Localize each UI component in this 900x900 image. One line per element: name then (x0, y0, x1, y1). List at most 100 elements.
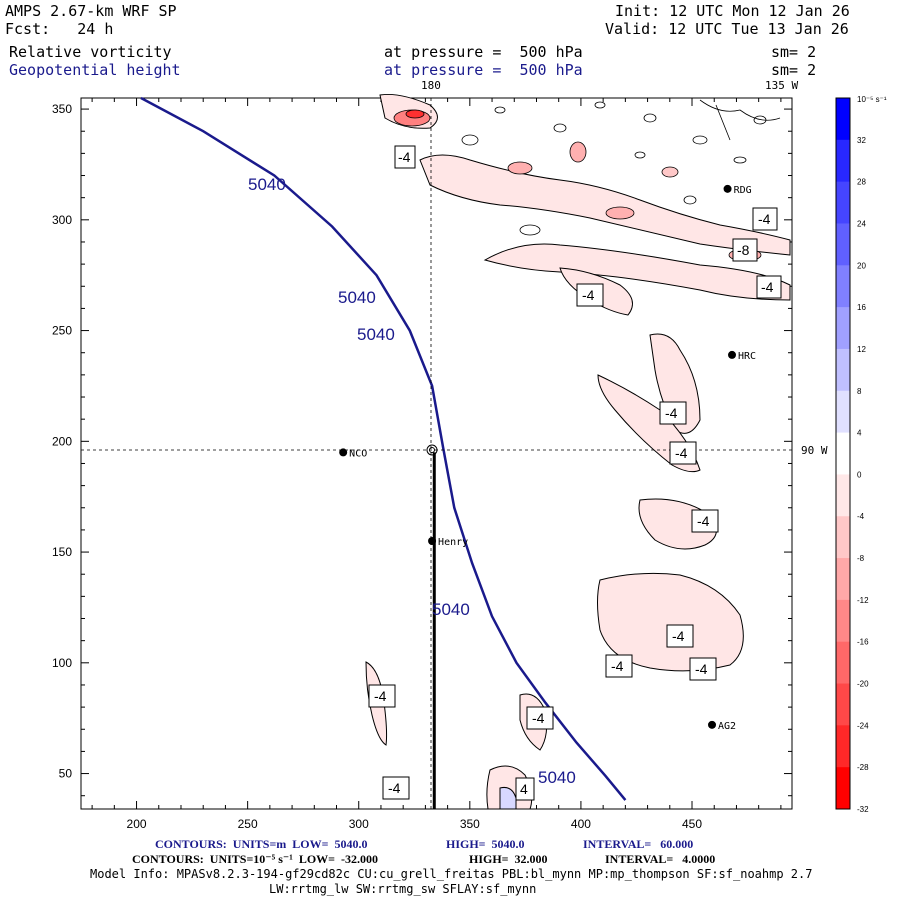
station-marker (728, 350, 737, 359)
x-tick-label: 450 (682, 817, 702, 831)
station-label: Henry (438, 537, 468, 548)
field2-smoothing: sm= 2 (771, 61, 817, 79)
colorbar-tick-label: -28 (857, 763, 869, 772)
colorbar-segment (836, 223, 850, 266)
colorbar-tick-label: -4 (857, 512, 865, 521)
footer-height-contours-c: INTERVAL= 60.000 (583, 837, 694, 851)
positive-vorticity-patch (499, 787, 517, 810)
colorbar-tick-label: -24 (857, 721, 869, 730)
colorbar-tick-label: 0 (857, 470, 862, 479)
vorticity-label: -4 (761, 279, 774, 295)
field1-name: Relative vorticity (9, 43, 172, 61)
station-label: RDG (734, 185, 752, 196)
colorbar-segment (836, 265, 850, 308)
footer-vort-contours-b: HIGH= 32.000 (469, 852, 548, 866)
y-tick-label: 150 (52, 545, 72, 559)
colorbar-segment (836, 558, 850, 601)
x-tick-labels: 200 250 300 350 400 450 (127, 817, 703, 831)
colorbar-segment (836, 599, 850, 643)
height-label: 5040 (338, 288, 376, 307)
x-tick-label: 250 (238, 817, 258, 831)
station-label: AG2 (718, 721, 736, 732)
vorticity-label: -4 (388, 780, 401, 796)
colorbar-tick-label: -16 (857, 638, 869, 647)
forecast-hour: Fcst: 24 h (5, 20, 114, 38)
height-label: 5040 (357, 325, 395, 344)
vorticity-label: -8 (737, 242, 750, 258)
footer-height-contours-b: HIGH= 5040.0 (446, 837, 525, 851)
colorbar-tick-label: 32 (857, 136, 866, 145)
station-marker (339, 448, 348, 457)
colorbar-segment (836, 641, 850, 685)
vorticity-label: -4 (611, 658, 624, 674)
x-tick-label: 300 (349, 817, 369, 831)
height-label: 5040 (538, 768, 576, 787)
vorticity-label: -4 (374, 688, 387, 704)
height-label: 5040 (248, 175, 286, 194)
model-title: AMPS 2.67-km WRF SP (5, 2, 177, 20)
colorbar-segment (836, 181, 850, 224)
footer-model-info: Model Info: MPASv8.2.3-194-gf29cd82c CU:… (90, 867, 813, 881)
colorbar-segment (836, 98, 850, 141)
x-tick-label: 200 (127, 817, 147, 831)
colorbar-tick-label: 12 (857, 345, 866, 354)
y-tick-label: 200 (52, 434, 72, 448)
colorbar-tick-label: -32 (857, 805, 869, 814)
x-tick-label: 400 (571, 817, 591, 831)
colorbar-unit-label: 10⁻⁵ s⁻¹ (857, 95, 887, 104)
colorbar-segment (836, 348, 850, 392)
vorticity-label: -4 (758, 211, 771, 227)
vorticity-label: -4 (582, 287, 595, 303)
station-marker (723, 184, 732, 193)
valid-time: Valid: 12 UTC Tue 13 Jan 26 (605, 20, 849, 38)
colorbar-tick-label: 20 (857, 261, 866, 270)
height-contour-5040 (140, 96, 627, 801)
field1-smoothing: sm= 2 (771, 43, 817, 61)
colorbar-tick-label: 4 (857, 429, 862, 438)
colorbar-segment (836, 516, 850, 559)
field1-pressure: at pressure = 500 hPa (384, 43, 583, 61)
colorbar-frame (835, 97, 851, 810)
field2-pressure: at pressure = 500 hPa (384, 61, 583, 79)
colorbar-segment (836, 390, 850, 434)
footer-height-contours-a: CONTOURS: UNITS=m LOW= 5040.0 (155, 837, 368, 851)
vorticity-labels: -4 -4 -4 -8 -4 -4 -4 -4 -4 -4 -4 -4 -4 -… (368, 145, 782, 801)
colorbar-tick-label: 28 (857, 178, 866, 187)
lon-180-label: 180 (421, 79, 441, 92)
footer-vort-contours-c: INTERVAL= 4.0000 (605, 852, 716, 866)
colorbar-tick-label: 8 (857, 387, 862, 396)
vorticity-label: -4 (697, 513, 710, 529)
vorticity-label: -4 (672, 628, 685, 644)
y-tick-label: 350 (52, 102, 72, 116)
station-label: NCO (349, 448, 367, 459)
station-marker (428, 536, 437, 545)
colorbar-tick-label: 16 (857, 303, 866, 312)
colorbar-tick-label: -12 (857, 596, 869, 605)
colorbar: 32 28 24 20 16 12 8 4 0 -4 -8 -12 -16 -20 -24 -28 -32 (835, 97, 869, 814)
colorbar-segment (836, 767, 850, 810)
cross-section-origin-marker (426, 444, 438, 456)
colorbar-segment (836, 139, 850, 183)
lon-135w-label: 135 W (765, 79, 799, 92)
height-label: 5040 (432, 600, 470, 619)
colorbar-tick-label: 24 (857, 219, 866, 228)
vorticity-label: -4 (665, 405, 678, 421)
colorbar-tick-label: -20 (857, 680, 869, 689)
y-tick-label: 300 (52, 213, 72, 227)
colorbar-segment (836, 683, 850, 726)
colorbar-tick-label: -8 (857, 554, 865, 563)
colorbar-segment (836, 307, 850, 350)
y-tick-label: 250 (52, 324, 72, 338)
footer-vort-contours-a: CONTOURS: UNITS=10⁻⁵ s⁻¹ LOW= -32.000 (132, 852, 379, 866)
vorticity-label: -4 (695, 661, 708, 677)
y-tick-label: 50 (59, 767, 73, 781)
station-marker (708, 720, 717, 729)
x-tick-label: 350 (460, 817, 480, 831)
vorticity-label: -4 (675, 445, 688, 461)
vorticity-label: -4 (398, 149, 411, 165)
y-tick-labels: 50 100 150 200 250 300 350 (52, 102, 72, 780)
stations: NCO Henry HRC RDG AG2 (339, 184, 756, 732)
colorbar-segment (836, 474, 850, 517)
vorticity-label: 4 (520, 781, 528, 797)
